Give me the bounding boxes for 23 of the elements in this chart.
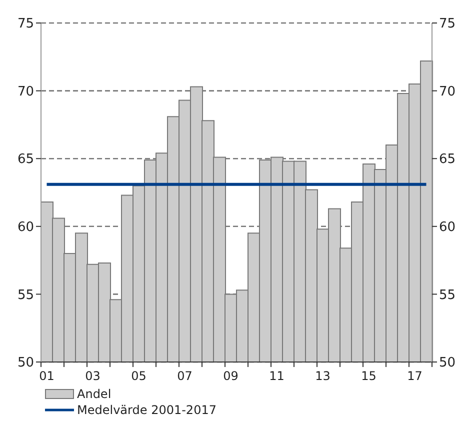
y-tick-label: 60 — [17, 220, 34, 236]
x-tick-label: 17 — [407, 369, 422, 383]
x-tick-label: 01 — [39, 369, 54, 383]
x-tick-label: 07 — [177, 369, 192, 383]
y-tick-label: 55 — [17, 288, 34, 303]
y2-tick-label: 70 — [439, 84, 456, 100]
x-tick-label: 03 — [85, 369, 100, 383]
y-tick-label: 50 — [17, 356, 34, 371]
y-tick-label: 75 — [17, 16, 34, 32]
x-tick-label: 05 — [131, 369, 146, 383]
x-tick-label: 09 — [223, 369, 238, 383]
y2-tick-label: 65 — [439, 152, 456, 168]
x-tick-label: 15 — [361, 369, 376, 383]
y2-tick-label: 75 — [439, 16, 456, 32]
y2-tick-label: 60 — [439, 220, 456, 236]
y-tick-label: 70 — [17, 84, 34, 100]
legend-label: Medelvärde 2001-2017 — [77, 402, 216, 418]
legend-label: Andel — [77, 386, 112, 402]
y-tick-label: 65 — [17, 152, 34, 168]
x-tick-label: 13 — [315, 369, 330, 383]
y2-tick-label: 50 — [439, 356, 456, 371]
y2-tick-label: 55 — [439, 288, 456, 303]
x-tick-label: 11 — [269, 369, 284, 383]
